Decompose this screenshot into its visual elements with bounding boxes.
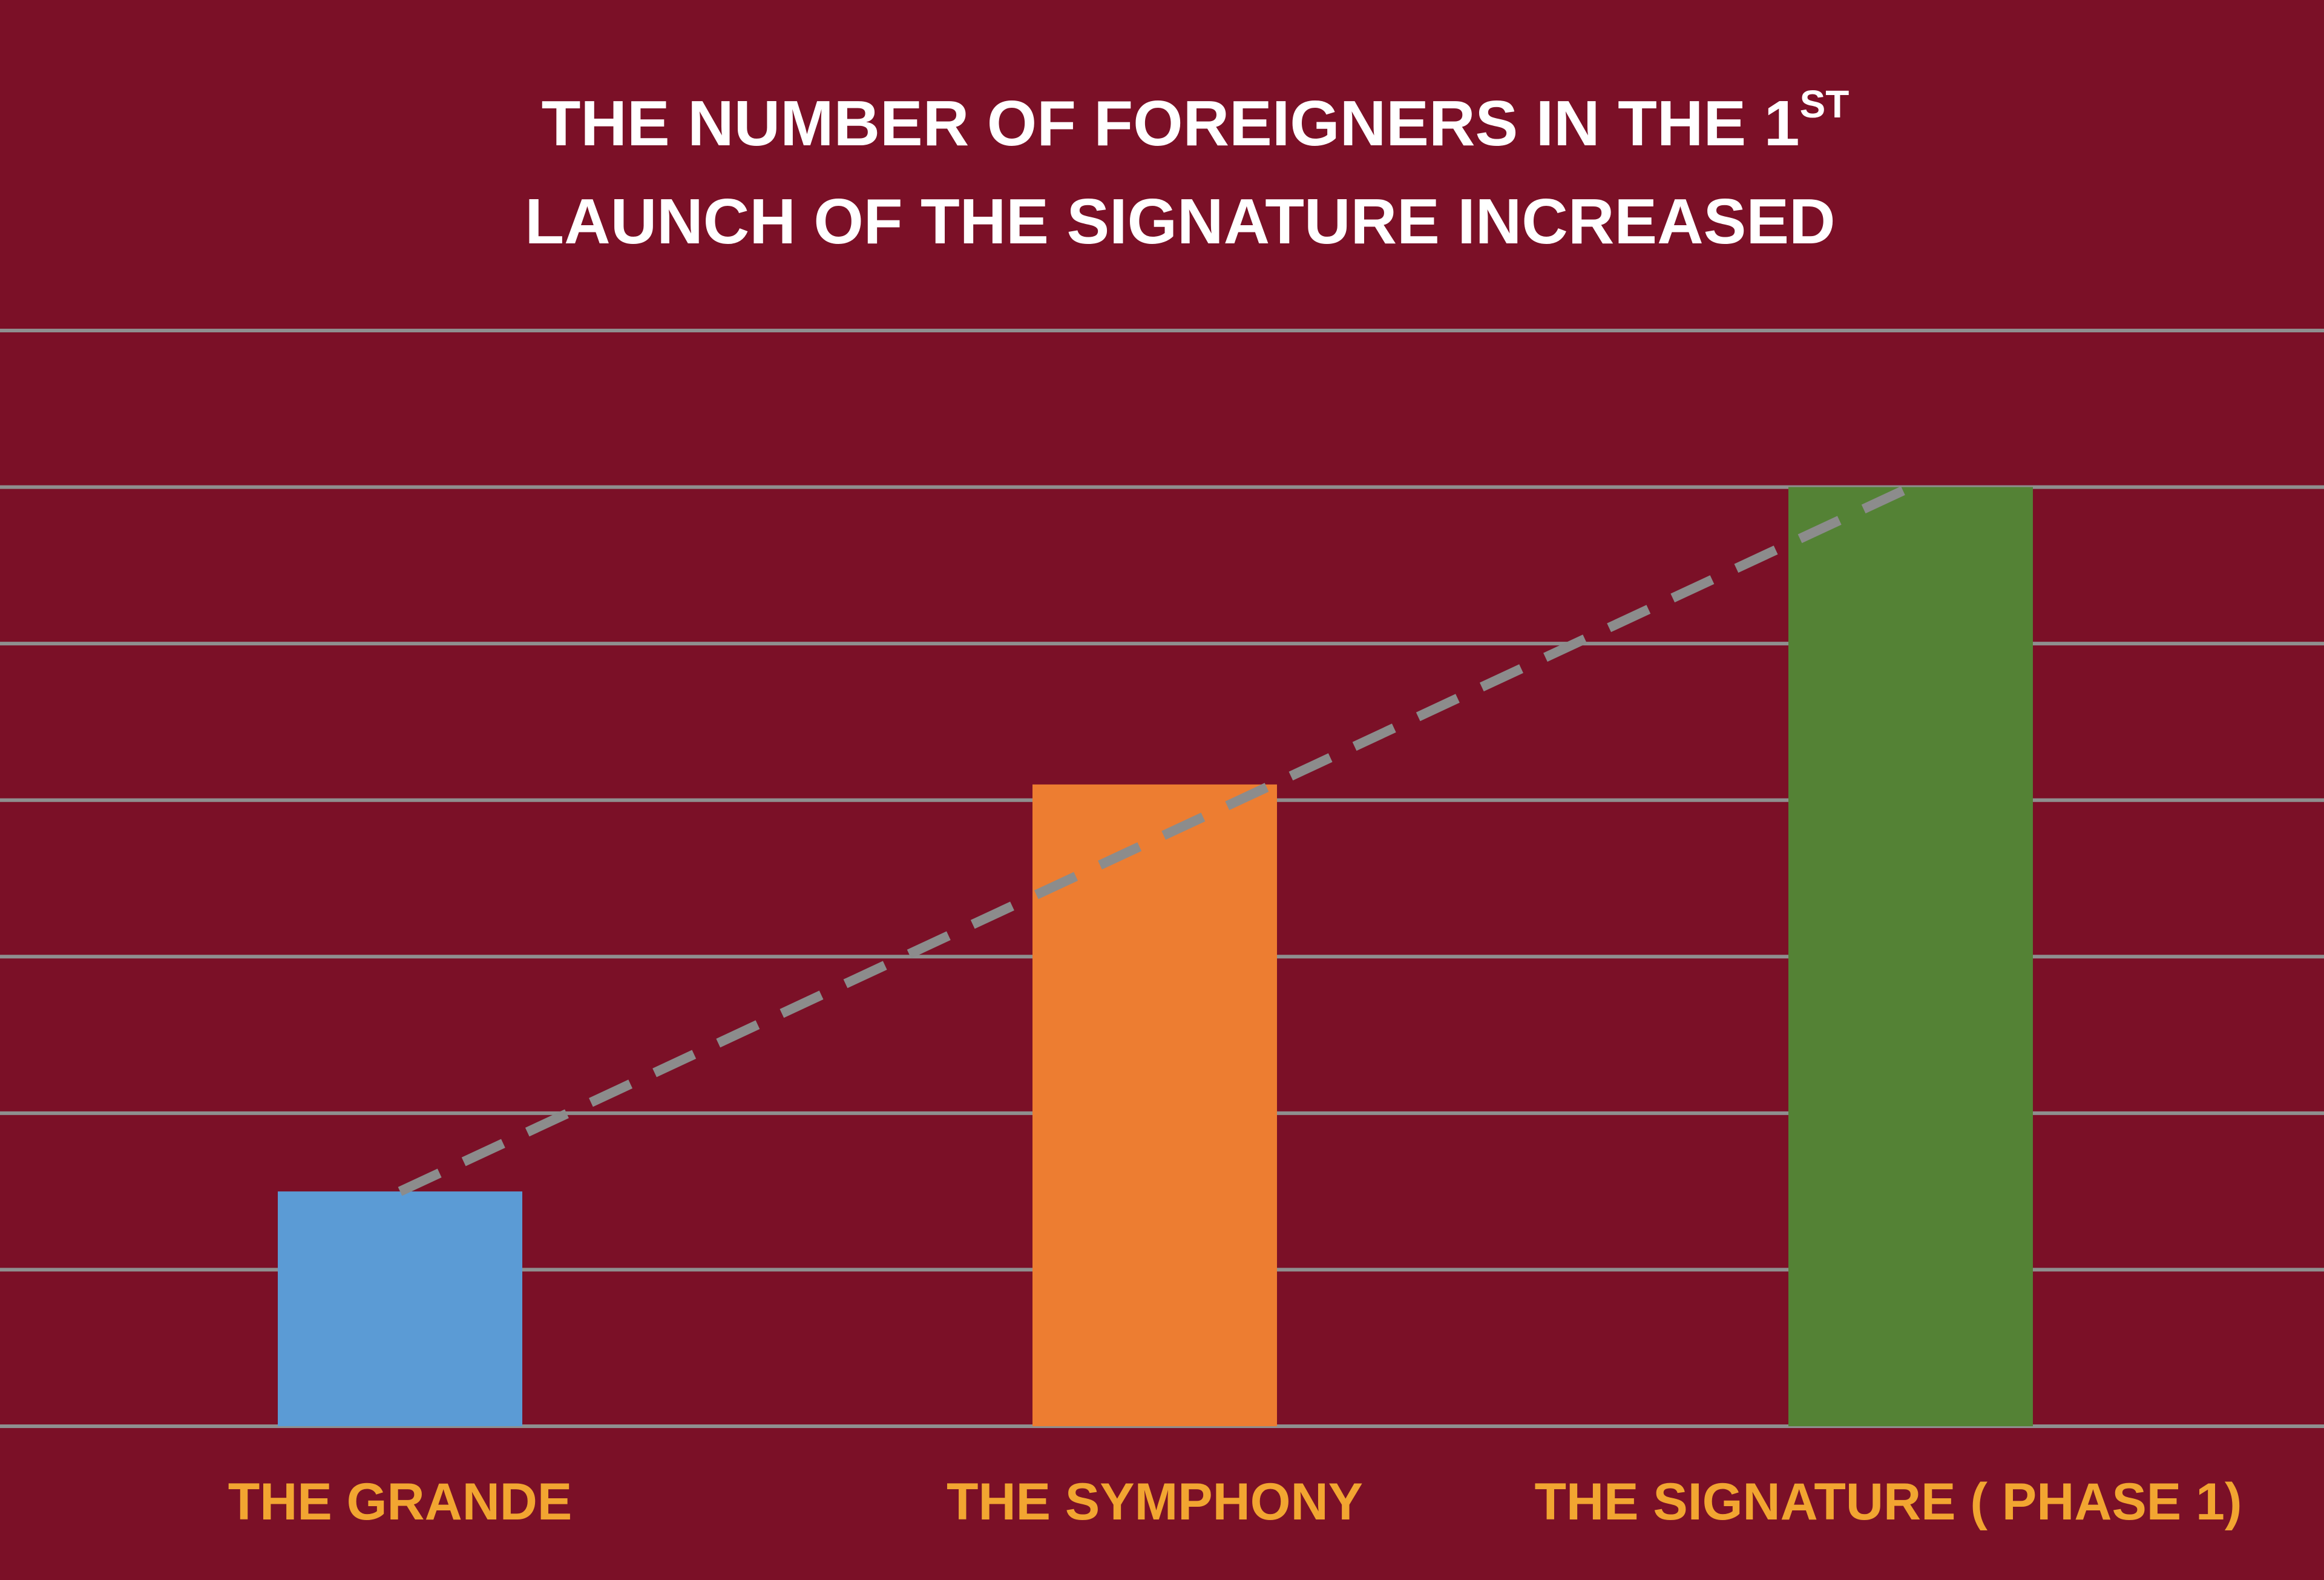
title-superscript: ST bbox=[1800, 82, 1850, 126]
title-line: THE NUMBER OF FOREIGNERS IN THE 1 bbox=[542, 88, 1800, 159]
chart-title: THE NUMBER OF FOREIGNERS IN THE 1ST bbox=[542, 82, 1850, 159]
x-tick-label: THE SYMPHONY bbox=[947, 1473, 1363, 1531]
bar bbox=[1788, 487, 2033, 1426]
x-tick-label: THE GRANDE bbox=[228, 1473, 573, 1531]
x-tick-label: THE SIGNATURE ( PHASE 1) bbox=[1534, 1473, 2242, 1531]
bar bbox=[278, 1191, 522, 1426]
bar bbox=[1032, 784, 1277, 1426]
chart-title: LAUNCH OF THE SIGNATURE INCREASED bbox=[525, 186, 1835, 257]
